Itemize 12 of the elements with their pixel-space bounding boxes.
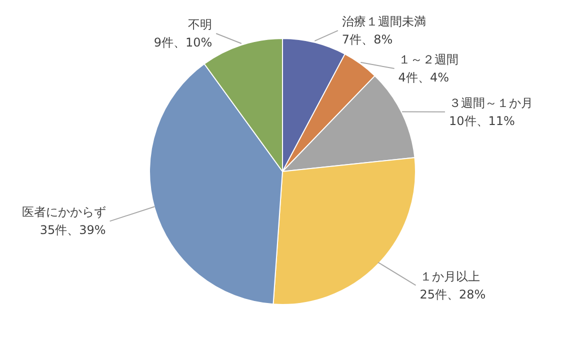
data-label: 9件、10% xyxy=(154,35,212,50)
data-label: 10件、11% xyxy=(449,114,515,128)
slice-label: 不明 xyxy=(188,17,212,32)
slice-label: 治療１週間未満 xyxy=(342,14,426,29)
data-label: 7件、8% xyxy=(342,32,393,47)
slice-label: ３週間～１か月 xyxy=(449,96,534,110)
data-label: 35件、39% xyxy=(40,223,106,238)
slice-label: 医者にかからず xyxy=(22,205,106,220)
slice-label: １か月以上 xyxy=(420,269,480,284)
slice-label: １～２週間 xyxy=(398,52,458,67)
data-label: 4件、4% xyxy=(398,70,449,85)
data-label: 25件、28% xyxy=(420,287,486,302)
